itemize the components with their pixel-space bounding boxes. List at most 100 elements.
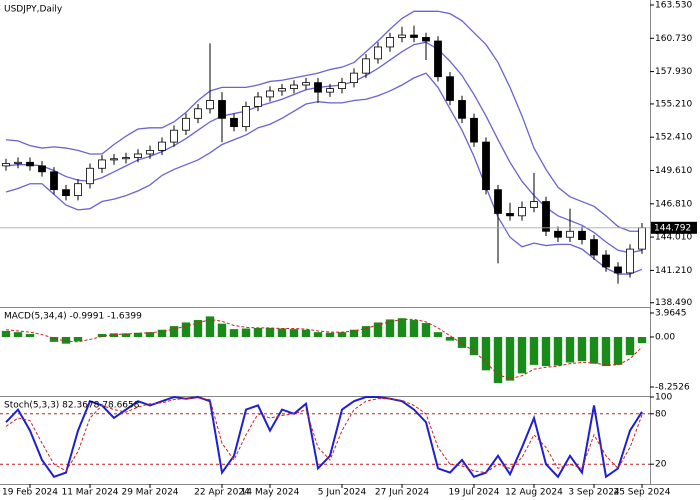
candle-body [566,230,574,238]
macd-bar [349,329,359,337]
y-tick-label: 100 [655,393,672,403]
macd-bar [517,337,527,374]
candle-body [122,157,130,160]
macd-bar [193,320,203,337]
stoch-line [5,395,643,479]
x-tick-label: 14 May 2024 [241,488,300,498]
candle-body [266,90,274,98]
macd-bar [397,318,407,337]
macd-bar [217,323,227,337]
y-tick-label: 141.210 [655,266,692,276]
candle-body [530,201,538,208]
candle-body [14,161,22,164]
x-tick-label: 11 Mar 2024 [61,488,118,498]
candle-body [590,239,598,256]
candle-body [482,141,490,191]
candle-body [230,117,238,128]
macd-bar [637,337,647,344]
macd-bar [157,329,167,337]
candle-body [98,159,106,169]
macd-bar [73,337,83,342]
price-title: USDJPY,Daily [4,5,63,15]
candle-body [350,72,358,84]
candle-body [146,150,154,155]
y-tick-label: 146.810 [655,199,692,209]
y-tick-label: 3.9645 [655,308,687,318]
x-tick-label: 5 Jun 2024 [318,488,367,498]
macd-bar [337,332,347,337]
candle-body [218,100,226,119]
candle-body [206,100,214,110]
last-price-label: 144.792 [654,223,691,233]
macd-title: MACD(5,34,4) -0.9991 -1.6399 [4,312,142,322]
y-tick-label: 138.490 [655,298,692,308]
candle-body [638,227,646,250]
candle-body [134,153,142,158]
candle-body [458,100,466,119]
x-tick-label: 22 Apr 2024 [194,488,250,498]
macd-bar [265,327,275,337]
macd-bar [541,337,551,367]
macd-bar [601,337,611,367]
macd-bar [577,337,587,362]
candle-body [158,141,166,151]
candle-body [338,82,346,89]
bollinger-band [5,10,642,232]
candle-body [26,161,34,167]
candle-body [506,213,514,217]
candle-body [326,88,334,93]
candle-body [446,76,454,101]
candle-body [554,230,562,238]
macd-bar [421,323,431,337]
candle-body [290,84,298,89]
y-tick-label: 0.00 [655,333,675,343]
candle-body [470,117,478,143]
candle-body [254,96,262,107]
macd-bar [169,326,179,337]
macd-bar [469,337,479,356]
stoch-line [5,397,643,474]
y-tick-label: 157.930 [655,67,692,77]
macd-signal [5,318,643,380]
macd-bar [205,316,215,337]
bollinger-band [5,72,643,275]
candle-body [110,158,118,161]
macd-bar [61,337,71,344]
candle-body [62,189,70,197]
y-tick-label: 80 [655,409,667,419]
candle-body [542,201,550,232]
macd-bar [181,322,191,337]
macd-bar [553,337,563,366]
macd-bar [133,332,143,337]
candle-body [38,165,46,173]
y-tick-label: 149.610 [655,166,692,176]
macd-bar [529,337,539,365]
candle-body [410,34,418,38]
candle-body [602,254,610,268]
macd-bar [385,319,395,337]
macd-bar [373,322,383,337]
x-tick-label: 25 Sep 2024 [613,488,670,498]
candle-body [278,88,286,92]
candle-body [242,106,250,128]
macd-bar [409,320,419,337]
candle-body [422,37,430,42]
macd-bar [97,333,107,337]
candle-body [86,167,94,185]
macd-bar [253,327,263,337]
macd-bar [1,330,11,337]
macd-bar [589,337,599,364]
macd-bar [505,337,515,381]
candle-body [302,82,310,86]
candle-body [578,230,586,241]
candle-body [182,117,190,131]
candle-body [374,46,382,60]
x-tick-label: 3 Sep 2024 [568,488,620,498]
candle-body [494,189,502,214]
macd-bar [625,337,635,356]
macd-bar [49,337,59,342]
y-tick-label: 160.730 [655,34,692,44]
candle-body [398,34,406,38]
y-tick-label: -8.2526 [655,383,690,393]
